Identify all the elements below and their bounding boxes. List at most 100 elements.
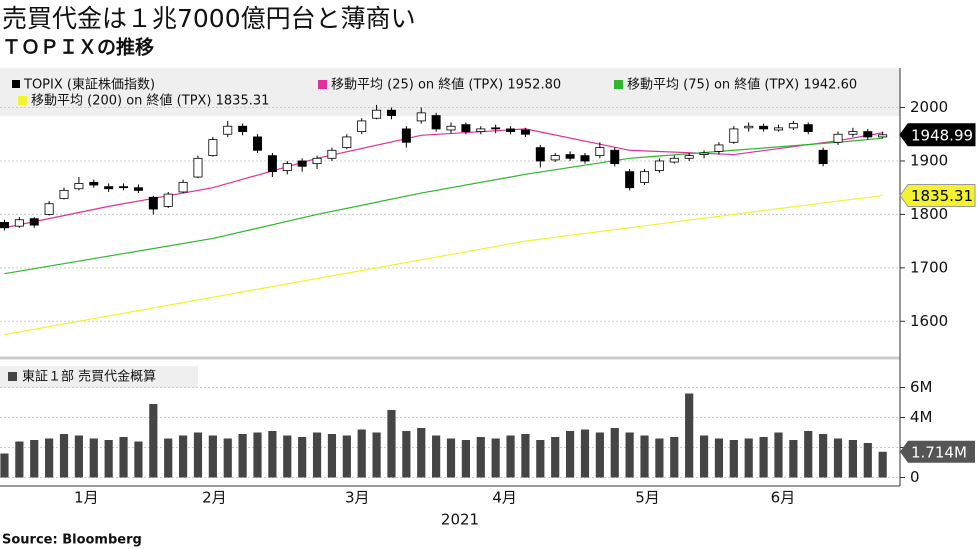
x-tick-label: 6月: [771, 489, 796, 507]
legend-swatch: [8, 372, 17, 381]
volume-bar: [804, 431, 813, 478]
volume-bar: [565, 431, 575, 478]
legend-swatch: [18, 96, 27, 105]
value-tag: [900, 440, 975, 463]
candle-body: [401, 128, 411, 143]
x-axis-label: 2021: [441, 511, 479, 529]
volume-bar: [298, 437, 307, 478]
candle-body: [446, 125, 456, 131]
candle-body: [133, 187, 143, 191]
candle-body: [863, 131, 873, 138]
x-tick-label: 1月: [74, 489, 99, 507]
candle-body: [580, 155, 590, 162]
candle-body: [119, 186, 129, 189]
y-tick-label: 6M: [910, 378, 933, 396]
y-tick-label: 4M: [910, 408, 933, 426]
y-tick-label: 1900: [910, 151, 948, 169]
volume-bar: [223, 438, 232, 478]
volume-bar: [149, 404, 158, 478]
volume-bar: [59, 434, 69, 478]
candle-body: [372, 109, 382, 119]
volume-bar: [819, 434, 828, 478]
candle-body: [640, 171, 650, 183]
candle-body: [148, 196, 158, 210]
candle-body: [476, 128, 486, 132]
candle-body: [386, 109, 396, 116]
volume-bar: [670, 437, 679, 478]
volume-bar: [387, 410, 396, 478]
candle-body: [550, 155, 560, 161]
volume-bar: [833, 438, 843, 478]
candle-body: [788, 123, 798, 129]
candle-body: [625, 171, 635, 189]
volume-bar: [595, 432, 604, 478]
volume-bar: [446, 438, 456, 478]
volume-bar: [0, 453, 9, 478]
candle-body: [14, 219, 24, 227]
volume-bar: [417, 428, 426, 478]
volume-bar: [610, 428, 619, 478]
volume-bar: [774, 432, 783, 478]
value-tag-label: 1948.99: [911, 126, 973, 144]
legend-label: 移動平均 (200) on 終値 (TPX) 1835.31: [31, 93, 269, 109]
volume-bar: [74, 435, 83, 478]
y-tick-label: 1600: [910, 312, 948, 330]
volume-bar: [312, 432, 322, 478]
legend-box: [0, 366, 198, 388]
candle-body: [699, 152, 709, 155]
candle-body: [44, 203, 54, 215]
candle-body: [759, 125, 769, 130]
volume-bar: [536, 440, 545, 478]
candle-body: [327, 149, 337, 159]
value-tag: [899, 123, 976, 147]
candle-body: [297, 160, 307, 167]
volume-bar: [789, 440, 798, 478]
volume-bar: [164, 438, 173, 478]
x-tick-label: 2月: [202, 489, 227, 507]
volume-bar: [521, 434, 530, 478]
volume-bar: [178, 435, 188, 478]
source: Source: Bloomberg: [2, 533, 142, 548]
y-tick-label: 1800: [910, 205, 948, 223]
volume-bar: [238, 434, 247, 478]
candle-body: [803, 124, 813, 132]
volume-bar: [30, 440, 39, 478]
candle-body: [267, 155, 277, 173]
volume-bar: [476, 437, 485, 478]
candle-body: [29, 218, 39, 226]
candle-body: [253, 136, 263, 151]
chart-title: 売買代金は１兆7000億円台と薄商い: [2, 4, 416, 33]
volume-bar: [402, 431, 411, 478]
moving-average-line: [4, 194, 883, 336]
volume-bar: [506, 435, 515, 478]
volume-bar: [342, 435, 351, 478]
volume-bar: [89, 438, 98, 478]
volume-bar: [134, 441, 143, 478]
candle-body: [520, 129, 530, 135]
volume-bar: [357, 429, 366, 478]
legend-label: 移動平均 (75) on 終値 (TPX) 1942.60: [627, 77, 857, 93]
volume-bar: [327, 434, 337, 478]
candle-body: [535, 147, 545, 162]
candle-body: [74, 183, 84, 190]
volume-bar: [208, 435, 217, 478]
candle-body: [89, 181, 99, 186]
volume-bar: [372, 432, 381, 478]
candle-body: [59, 189, 69, 199]
volume-bar: [580, 429, 590, 478]
candle-body: [104, 186, 114, 190]
candle-body: [282, 163, 292, 171]
candle-body: [654, 160, 664, 171]
volume-bar: [283, 435, 292, 478]
value-tag-label: 1.714M: [911, 443, 967, 461]
y-tick-label: 1700: [910, 258, 948, 276]
volume-bar: [625, 432, 634, 478]
volume-bar: [714, 438, 724, 478]
volume-bar: [685, 393, 694, 478]
value-tag: [899, 184, 976, 208]
legend-label: 移動平均 (25) on 終値 (TPX) 1952.80: [331, 77, 561, 93]
volume-bar: [729, 440, 738, 478]
candle-body: [833, 133, 843, 143]
candle-body: [238, 125, 248, 132]
